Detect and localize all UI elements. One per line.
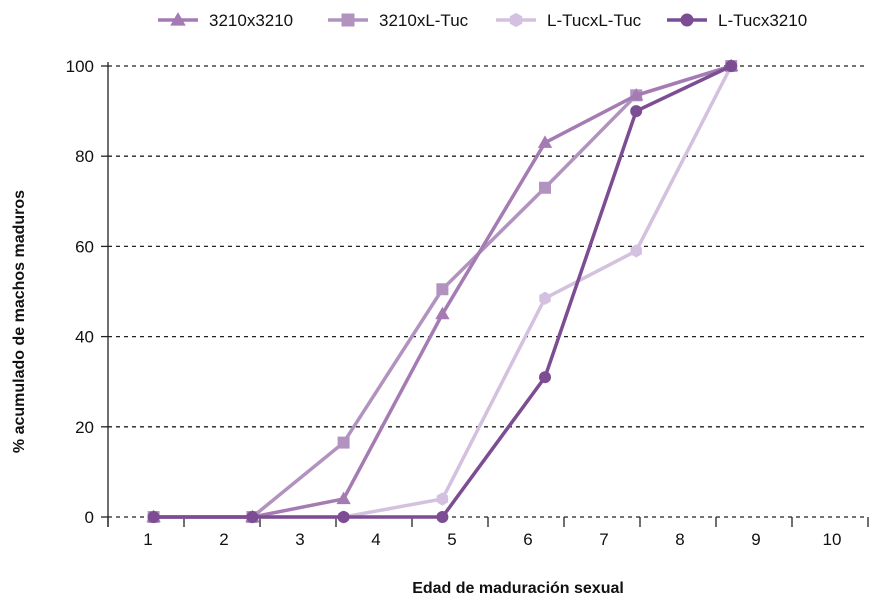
data-point	[539, 371, 551, 384]
x-tick-label: 4	[371, 530, 380, 549]
data-point	[539, 181, 551, 194]
y-axis-title: % acumulado de machos maduros	[11, 190, 28, 453]
x-tick-label: 8	[675, 530, 684, 549]
data-point	[629, 87, 644, 101]
legend-item: 3210x3210	[158, 11, 293, 30]
y-tick-label: 40	[75, 328, 94, 347]
data-point	[337, 436, 350, 449]
x-tick-labels: 1 2 3 4 5 6 7 8 9 10	[107, 517, 869, 549]
x-tick-label: 9	[751, 530, 760, 549]
legend-label: 3210xL-Tuc	[379, 11, 469, 30]
legend-marker	[341, 13, 355, 27]
legend-label: L-Tucx3210	[718, 11, 807, 30]
data-point	[630, 105, 643, 118]
y-tick-label: 80	[75, 147, 94, 166]
legend: 3210x3210 3210xL-Tuc L-TucxL-Tuc L-Tucx3210	[158, 11, 807, 30]
x-tick-label: 1	[143, 530, 152, 549]
y-tick-label: 100	[66, 57, 94, 76]
legend-item: L-Tucx3210	[667, 11, 807, 30]
data-point	[436, 492, 449, 506]
legend-label: 3210x3210	[209, 11, 293, 30]
x-tick-label: 7	[599, 530, 608, 549]
legend-label: L-TucxL-Tuc	[547, 11, 642, 30]
y-tick-label: 60	[75, 237, 94, 256]
data-point	[436, 283, 449, 296]
legend-item: L-TucxL-Tuc	[496, 11, 642, 30]
y-tick-label: 20	[75, 418, 94, 437]
series-L-Tucx3210	[147, 60, 738, 523]
data-point	[539, 291, 551, 305]
y-tick-labels: 0 20 40 60 80 100	[66, 57, 108, 527]
x-tick-label: 6	[523, 530, 532, 549]
series	[146, 58, 739, 524]
data-point	[147, 511, 160, 523]
legend-marker	[680, 13, 694, 27]
legend-marker	[170, 12, 186, 26]
data-point	[336, 491, 351, 505]
data-point	[435, 306, 450, 320]
x-axis-title: Edad de maduración sexual	[412, 580, 624, 597]
data-point	[630, 244, 642, 258]
data-point	[537, 135, 553, 148]
x-tick-label: 10	[823, 530, 842, 549]
data-point	[337, 511, 350, 523]
data-point	[246, 511, 259, 523]
data-point	[436, 511, 449, 523]
data-point	[725, 60, 738, 72]
series-3210xL-Tuc	[147, 60, 738, 523]
legend-item: 3210xL-Tuc	[328, 11, 469, 30]
x-tick-label: 3	[295, 530, 304, 549]
x-tick-label: 5	[447, 530, 456, 549]
x-tick-label: 2	[219, 530, 228, 549]
legend-marker	[509, 12, 523, 28]
y-tick-label: 0	[85, 508, 94, 527]
